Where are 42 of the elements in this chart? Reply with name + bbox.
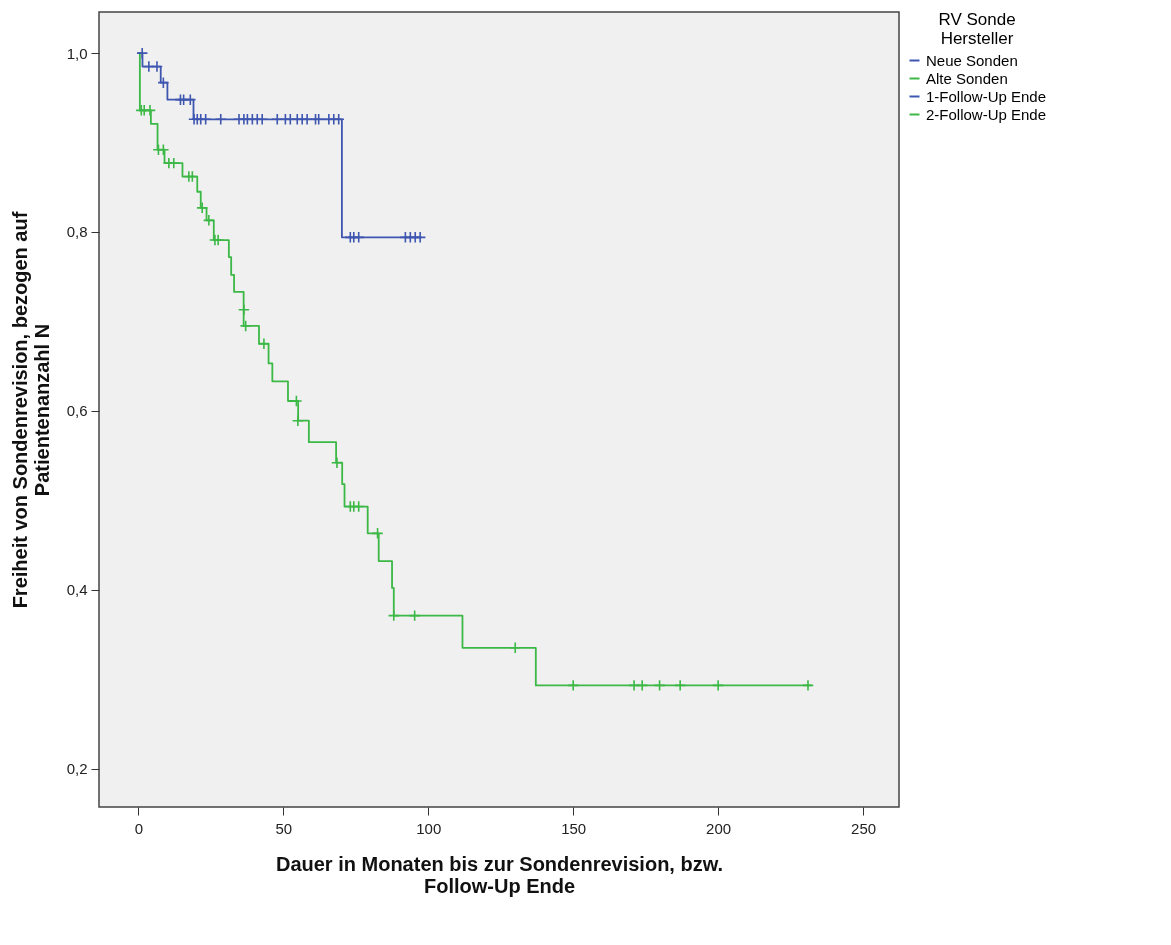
legend-label: Alte Sonden xyxy=(926,69,1008,87)
y-tick-label: 0,8 xyxy=(66,223,88,241)
point xyxy=(143,104,157,117)
y-tick-label: 1,0 xyxy=(66,44,88,62)
y-tick-label: 0,4 xyxy=(66,581,88,599)
x-tick-label: 150 xyxy=(561,819,587,837)
x-tick-label: 250 xyxy=(851,819,877,837)
point xyxy=(371,527,384,540)
point xyxy=(214,113,227,126)
point xyxy=(237,303,250,316)
point xyxy=(653,679,666,692)
point xyxy=(186,170,199,183)
point xyxy=(257,337,270,350)
legend-label: Neue Sonden xyxy=(926,51,1018,69)
point xyxy=(801,679,815,692)
x-tick-label: 0 xyxy=(134,819,144,837)
point xyxy=(330,456,344,469)
point xyxy=(636,679,649,692)
x-tick-label: 100 xyxy=(416,819,442,837)
legend-label: 2-Follow-Up Ende xyxy=(926,105,1047,123)
point xyxy=(157,76,170,89)
point xyxy=(408,609,421,622)
y-axis-title: Freiheit von Sondenrevision, bezogen auf Patientenanzahl N xyxy=(8,211,53,609)
point xyxy=(712,679,725,692)
legend-title: RV Sonde Hersteller xyxy=(938,10,1016,48)
x-tick-label: 200 xyxy=(706,819,732,837)
point xyxy=(239,319,252,332)
y-tick-label: 0,6 xyxy=(66,402,88,420)
point xyxy=(142,60,155,73)
x-tick-label: 50 xyxy=(275,819,293,837)
point xyxy=(202,214,215,227)
point xyxy=(674,679,687,692)
point xyxy=(567,679,580,692)
point xyxy=(196,201,209,214)
y-tick-label: 0,2 xyxy=(66,760,88,778)
point xyxy=(387,609,400,622)
legend-label: 1-Follow-Up Ende xyxy=(926,87,1047,105)
x-axis-title: Dauer in Monaten bis zur Sondenrevision, bzw. Follow-Up Ende xyxy=(275,852,724,897)
point xyxy=(184,93,197,106)
point xyxy=(291,414,304,427)
point xyxy=(509,641,522,654)
point xyxy=(150,60,164,73)
